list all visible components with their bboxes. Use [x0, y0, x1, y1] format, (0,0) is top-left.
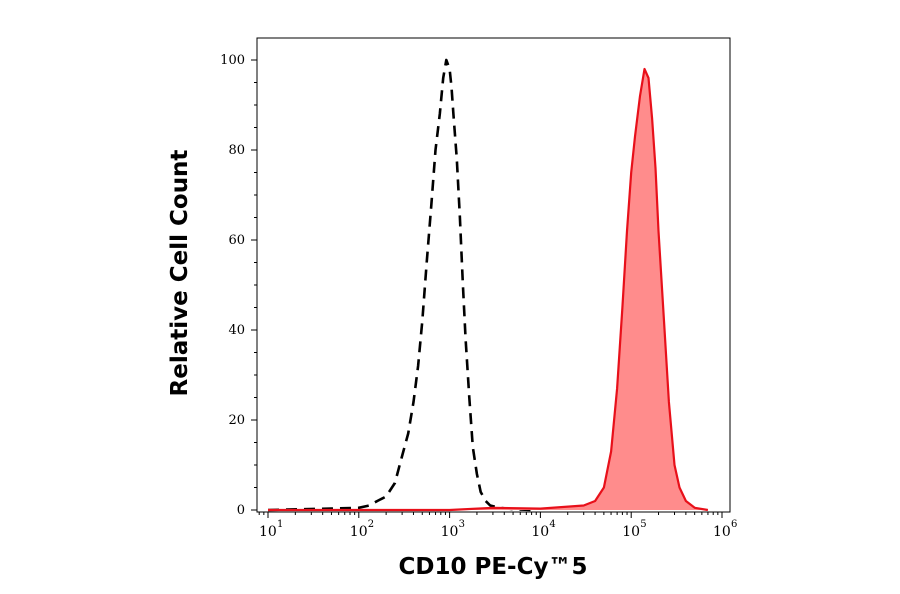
series-layer [267, 58, 709, 512]
series-dashed-line [267, 58, 532, 512]
x-tick-label: 10 [713, 524, 731, 540]
x-axis-title: CD10 PE-Cy™5 [399, 554, 588, 580]
y-tick-label: 20 [228, 413, 245, 428]
x-tick-label: 10 [531, 524, 549, 540]
x-tick-exponent: 4 [549, 519, 555, 530]
plot-area-frame [256, 37, 731, 513]
x-tick-exponent: 2 [368, 519, 374, 530]
x-axis-ticks: 10 1 10 2 10 3 10 4 10 5 10 6 [258, 512, 737, 540]
x-tick-label: 10 [350, 524, 368, 540]
x-tick-exponent: 6 [731, 519, 737, 530]
y-tick-label: 100 [220, 53, 245, 68]
x-tick-exponent: 3 [459, 519, 465, 530]
y-axis-ticks: 0 20 40 60 80 100 [220, 53, 257, 518]
x-tick-label: 10 [441, 524, 459, 540]
y-tick-label: 60 [228, 233, 245, 248]
x-tick-exponent: 1 [277, 519, 283, 530]
y-tick-label: 80 [228, 143, 245, 158]
x-tick-exponent: 5 [640, 519, 646, 530]
y-axis-title: Relative Cell Count [167, 150, 193, 397]
x-tick-label: 10 [259, 524, 277, 540]
series-outline-line [268, 67, 709, 512]
y-tick-label: 40 [228, 323, 245, 338]
y-tick-label: 0 [237, 503, 245, 518]
series-fill-area [268, 69, 708, 510]
x-tick-label: 10 [622, 524, 640, 540]
